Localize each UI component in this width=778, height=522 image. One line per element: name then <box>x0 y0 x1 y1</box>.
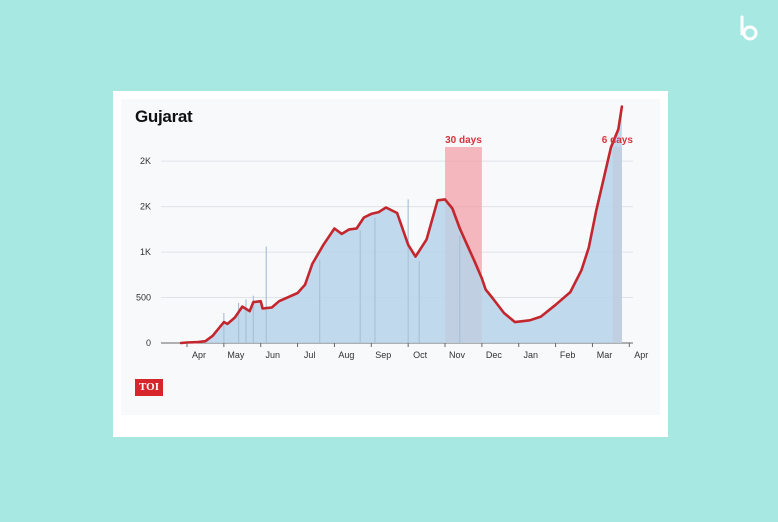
chart-card: Gujarat 0 500 1K 2K 2K Apr May Jun Jul Aug Sep Oct… <box>113 91 668 437</box>
series-line <box>179 105 624 345</box>
chart-title: Gujarat <box>135 107 193 126</box>
toi-logo: TOI <box>135 379 163 396</box>
brand-logo <box>738 14 762 42</box>
x-tick-label: Jun <box>265 350 280 360</box>
y-tick-label: 500 <box>136 293 151 303</box>
chart-panel: Gujarat 0 500 1K 2K 2K Apr May Jun Jul Aug Sep Oct… <box>121 99 660 415</box>
x-tick-label: Sep <box>375 350 391 360</box>
y-axis-ticks: 0 500 1K 2K 2K <box>136 156 151 348</box>
annotation-label: 30 days <box>445 135 482 146</box>
x-tick-label: Apr <box>634 350 648 360</box>
x-tick-label: Apr <box>192 350 206 360</box>
x-tick-label: Dec <box>486 350 503 360</box>
annotations: 30 days 6 days <box>445 135 633 146</box>
x-tick-label: Jul <box>304 350 316 360</box>
y-tick-label: 2K <box>140 202 151 212</box>
x-tick-label: Feb <box>560 350 576 360</box>
chart-plot: 0 500 1K 2K 2K Apr May Jun Jul Aug Sep Oct Nov Dec Ja… <box>136 105 648 360</box>
y-tick-label: 0 <box>146 338 151 348</box>
x-tick-label: Nov <box>449 350 466 360</box>
x-tick-label: Mar <box>597 350 613 360</box>
y-tick-label: 2K <box>140 156 151 166</box>
y-tick-label: 1K <box>140 247 151 257</box>
x-tick-label: May <box>227 350 245 360</box>
series-area <box>181 106 622 343</box>
annotation-label: 6 days <box>602 135 634 146</box>
x-tick-label: Jan <box>523 350 538 360</box>
x-tick-label: Oct <box>413 350 428 360</box>
x-tick-label: Aug <box>338 350 354 360</box>
x-axis-ticks: Apr May Jun Jul Aug Sep Oct Nov Dec Jan Feb Mar Apr <box>186 343 648 360</box>
daily-bars <box>223 199 461 343</box>
b-logo-icon <box>740 15 758 41</box>
